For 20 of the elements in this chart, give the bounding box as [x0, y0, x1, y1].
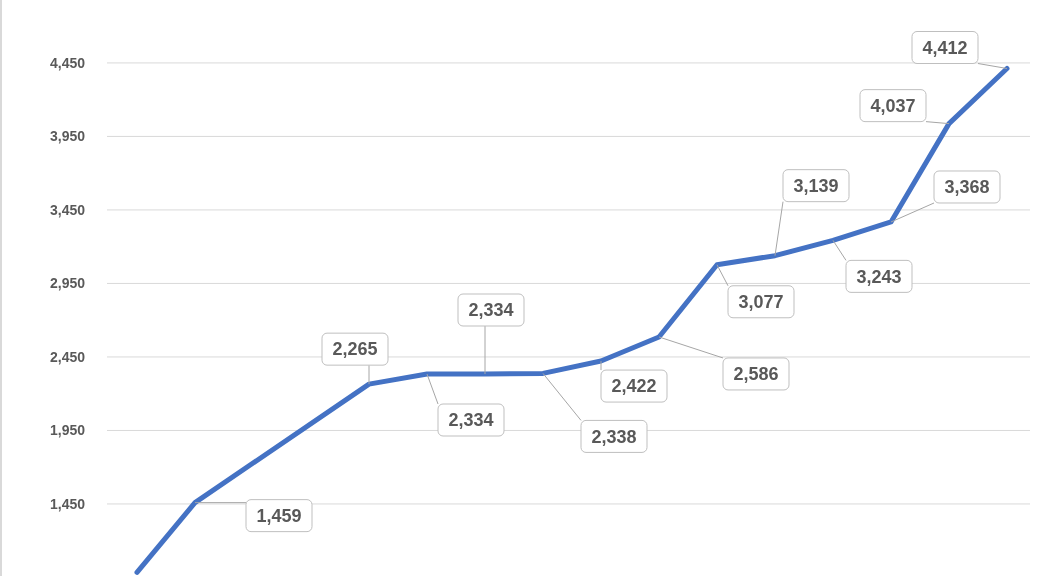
data-label: 3,139 [793, 175, 839, 196]
data-label: 1,459 [256, 505, 302, 526]
y-tick-label: 4,450 [49, 54, 86, 71]
y-tick-label: 2,450 [49, 348, 86, 365]
y-tick-label: 3,950 [49, 128, 86, 145]
data-label: 3,077 [738, 292, 784, 313]
data-label: 2,334 [448, 410, 494, 431]
data-label: 2,586 [733, 364, 779, 385]
data-label: 3,368 [944, 177, 990, 198]
data-label: 4,037 [870, 95, 916, 116]
data-label: 2,265 [332, 339, 378, 360]
y-tick-label: 3,450 [49, 201, 86, 218]
data-label: 2,338 [591, 426, 637, 447]
data-label: 2,334 [468, 300, 514, 321]
data-label: 3,243 [856, 266, 902, 287]
y-tick-label: 1,950 [49, 422, 86, 439]
data-label: 4,412 [922, 37, 968, 58]
y-tick-label: 1,450 [49, 495, 86, 512]
data-label: 2,422 [611, 376, 657, 397]
y-tick-label: 2,950 [49, 275, 86, 292]
